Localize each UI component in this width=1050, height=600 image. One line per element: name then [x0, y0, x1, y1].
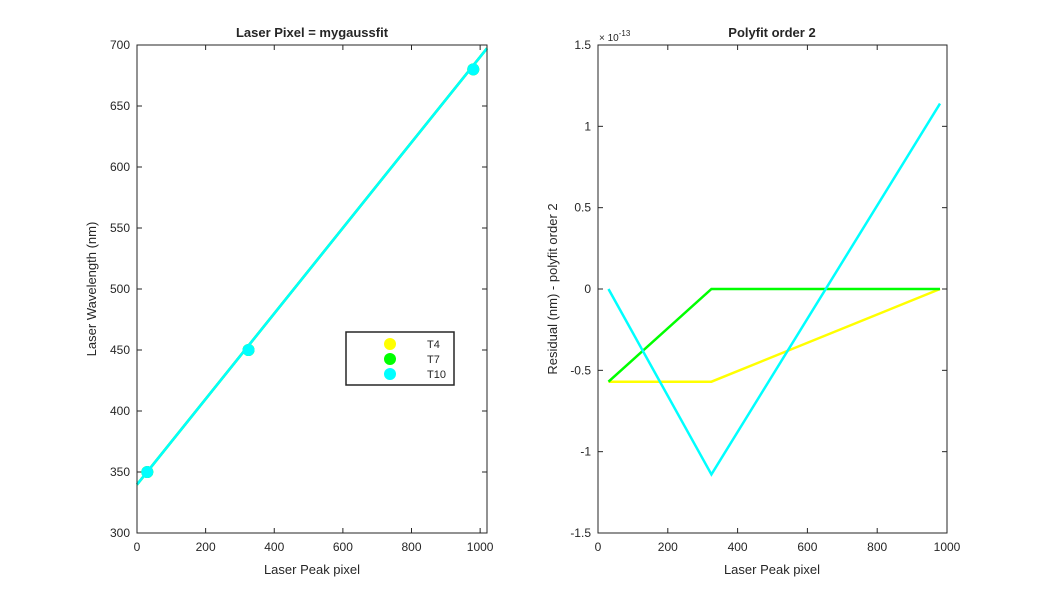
left-y-tick-label: 400 [110, 404, 130, 418]
data-point-t10 [141, 466, 154, 478]
left-y-tick-label: 450 [110, 343, 130, 357]
legend-box [345, 331, 455, 386]
legend-marker-t10 [384, 368, 396, 380]
left-y-tick-label: 500 [110, 282, 130, 296]
left-marks [136, 47, 488, 486]
left-x-axis-label: Laser Peak pixel [264, 562, 360, 577]
data-point-t10 [467, 63, 480, 76]
left-x-tick-label: 400 [264, 540, 284, 554]
right-x-tick-label: 600 [797, 540, 817, 554]
right-marks [607, 102, 942, 477]
legend-label-t10: T10 [427, 369, 446, 381]
left-panel: Laser Pixel = mygaussfit Laser Peak pixe… [84, 25, 494, 577]
left-plot-frame [136, 44, 488, 534]
legend: T4 T7 T10 [345, 331, 455, 386]
legend-label-t7: T7 [427, 354, 440, 366]
right-x-axis-label: Laser Peak pixel [724, 562, 820, 577]
left-x-tick-label: 1000 [467, 540, 494, 554]
legend-label-t4: T4 [427, 339, 440, 351]
right-x-tick-label: 0 [595, 540, 602, 554]
left-x-tick-label: 0 [134, 540, 141, 554]
left-y-tick-label: 600 [110, 160, 130, 174]
left-y-axis-label: Laser Wavelength (nm) [84, 222, 99, 357]
right-chart-title: Polyfit order 2 [728, 25, 815, 40]
right-y-tick-label: -0.5 [570, 363, 591, 377]
right-x-tick-label: 800 [867, 540, 887, 554]
legend-marker-t4 [384, 338, 396, 350]
right-y-tick-label: 0 [584, 282, 591, 296]
left-y-tick-label: 350 [110, 465, 130, 479]
left-x-tick-label: 800 [401, 540, 421, 554]
right-panel: Polyfit order 2 Laser Peak pixel Residua… [545, 25, 961, 577]
residual-line-t10 [607, 102, 942, 477]
left-y-tick-label: 650 [110, 99, 130, 113]
right-y-exponent: × 10-13 [599, 29, 631, 44]
right-y-tick-label: 1.5 [574, 38, 591, 52]
left-y-tick-label: 550 [110, 221, 130, 235]
residual-line-t4 [608, 287, 941, 383]
right-x-tick-label: 1000 [934, 540, 961, 554]
right-y-exponent-power: -13 [619, 29, 631, 38]
legend-marker-t7 [384, 353, 396, 365]
right-y-tick-label: -1.5 [570, 526, 591, 540]
data-point-t10 [242, 344, 255, 356]
right-y-tick-label: -1 [580, 445, 591, 459]
left-y-tick-label: 700 [110, 38, 130, 52]
left-x-tick-label: 200 [196, 540, 216, 554]
right-y-tick-label: 0.5 [574, 201, 591, 215]
right-x-tick-label: 200 [658, 540, 678, 554]
left-y-tick-label: 300 [110, 526, 130, 540]
fit-line-t10 [136, 47, 488, 486]
left-x-tick-label: 600 [333, 540, 353, 554]
right-y-tick-label: 1 [584, 119, 591, 133]
right-y-axis-label: Residual (nm) - polyfit order 2 [545, 203, 560, 374]
right-x-tick-label: 400 [728, 540, 748, 554]
left-ticks: 0 200 400 600 800 1000 300 350 400 450 500 550 600 65… [110, 38, 494, 554]
right-plot-frame [597, 44, 948, 534]
right-y-exponent-base: × 10 [599, 33, 619, 44]
left-chart-title: Laser Pixel = mygaussfit [236, 25, 389, 40]
